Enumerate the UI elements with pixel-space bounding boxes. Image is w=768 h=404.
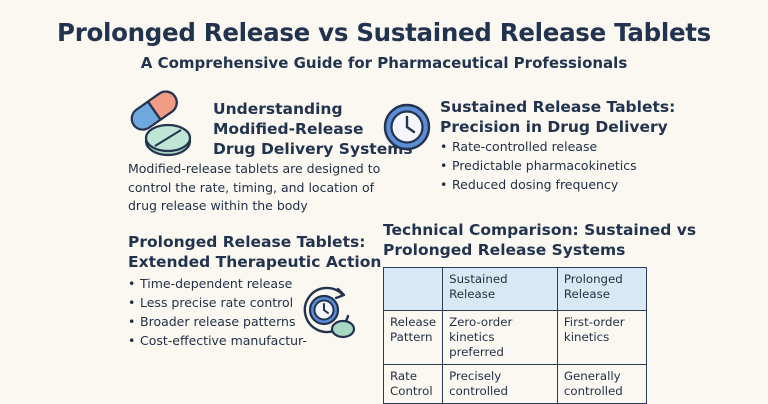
clock-icon bbox=[383, 103, 431, 151]
list-item: • Predictable pharmacokinetics bbox=[440, 156, 637, 175]
sustained-bullet-text: Predictable pharmacokinetics bbox=[452, 158, 637, 173]
timer-pill-icon bbox=[303, 286, 356, 339]
bullet: • bbox=[128, 295, 136, 310]
understanding-body: Modified-release tablets are designed to… bbox=[128, 160, 380, 216]
comparison-heading-line: Technical Comparison: Sustained vs bbox=[383, 221, 697, 239]
bullet: • bbox=[128, 276, 136, 291]
understanding-body-line: control the rate, timing, and location o… bbox=[128, 179, 375, 195]
bullet: • bbox=[440, 177, 448, 192]
list-item: • Less precise rate control bbox=[128, 293, 307, 312]
prolonged-heading: Prolonged Release Tablets: Extended Ther… bbox=[128, 232, 381, 272]
sustained-heading-line: Precision in Drug Delivery bbox=[440, 118, 668, 136]
bullet: • bbox=[128, 314, 136, 329]
understanding-body-line: Modified-release tablets are designed to bbox=[128, 161, 381, 176]
understanding-heading-line: Modified-Release bbox=[213, 120, 364, 138]
prolonged-bullet-text: Less precise rate control bbox=[140, 295, 294, 310]
table-header-cell: Sustained Release bbox=[442, 267, 558, 311]
row-label: Rate Control bbox=[382, 364, 444, 404]
table-header-cell bbox=[382, 267, 444, 311]
list-item: • Cost-effective manufactur- bbox=[128, 331, 307, 350]
prolonged-bullets: • Time-dependent release • Less precise ra… bbox=[128, 274, 307, 350]
table-row: Rate Control Precisely controlled Genera… bbox=[382, 364, 648, 404]
sustained-bullets: • Rate-controlled release • Predictable ph… bbox=[440, 137, 637, 194]
prolonged-heading-line: Prolonged Release Tablets: bbox=[128, 233, 366, 251]
understanding-body-line: drug release within the body bbox=[128, 198, 308, 213]
comparison-heading: Technical Comparison: Sustained vs Prolo… bbox=[383, 220, 696, 260]
understanding-heading-line: Understanding bbox=[213, 100, 343, 118]
list-item: • Reduced dosing frequency bbox=[440, 175, 637, 194]
sustained-bullet-text: Rate-controlled release bbox=[452, 139, 598, 154]
row-label: Release Pattern bbox=[382, 310, 444, 365]
comparison-heading-line: Prolonged Release Systems bbox=[383, 241, 626, 259]
table-cell: Generally controlled bbox=[556, 364, 648, 404]
understanding-heading: Understanding Modified-Release Drug Deli… bbox=[213, 99, 413, 159]
table-header-cell: Prolonged Release bbox=[556, 267, 648, 311]
understanding-heading-line: Drug Delivery Systems bbox=[213, 140, 413, 158]
sustained-bullet-text: Reduced dosing frequency bbox=[452, 177, 619, 192]
table-header-row: Sustained Release Prolonged Release bbox=[382, 267, 648, 311]
page-subtitle: A Comprehensive Guide for Pharmaceutical… bbox=[140, 54, 628, 72]
sustained-heading-line: Sustained Release Tablets: bbox=[440, 98, 676, 116]
page-title: Prolonged Release vs Sustained Release T… bbox=[57, 18, 711, 47]
list-item: • Time-dependent release bbox=[128, 274, 307, 293]
comparison-table: Sustained Release Prolonged Release Rele… bbox=[382, 267, 648, 404]
capsule-and-tablet-icon bbox=[130, 90, 192, 157]
table-cell: Precisely controlled bbox=[442, 364, 558, 404]
bullet: • bbox=[440, 139, 448, 154]
table-cell: Zero-order kinetics preferred bbox=[442, 310, 558, 365]
list-item: • Rate-controlled release bbox=[440, 137, 637, 156]
bullet: • bbox=[440, 158, 448, 173]
prolonged-bullet-text: Time-dependent release bbox=[140, 276, 293, 291]
prolonged-heading-line: Extended Therapeutic Action bbox=[128, 253, 382, 271]
bullet: • bbox=[128, 333, 136, 348]
table-cell: First-order kinetics bbox=[556, 310, 648, 365]
sustained-heading: Sustained Release Tablets: Precision in … bbox=[440, 97, 675, 137]
prolonged-bullet-text: Cost-effective manufactur- bbox=[140, 333, 307, 348]
table-row: Release Pattern Zero-order kinetics pref… bbox=[382, 310, 648, 365]
prolonged-bullet-text: Broader release patterns bbox=[140, 314, 296, 329]
list-item: • Broader release patterns bbox=[128, 312, 307, 331]
